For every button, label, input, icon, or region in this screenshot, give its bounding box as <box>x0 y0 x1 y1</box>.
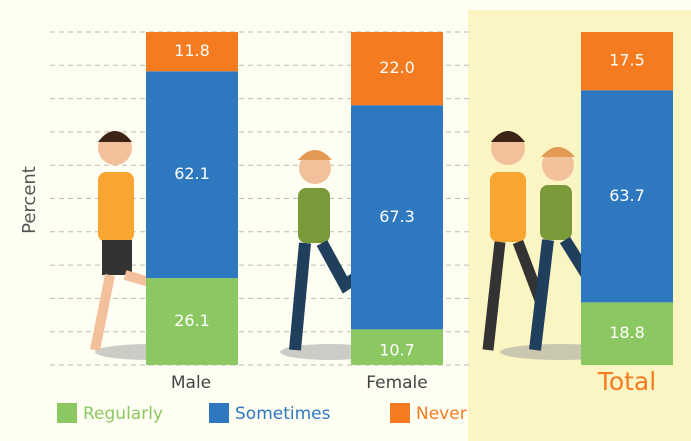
value-label: 22.0 <box>379 58 415 77</box>
runner-female <box>289 150 364 351</box>
legend-swatch <box>209 403 229 423</box>
bar-segment <box>581 302 673 365</box>
bar-segment <box>351 329 443 365</box>
value-label: 11.8 <box>174 41 210 60</box>
y-axis-label: Percent <box>19 166 40 234</box>
x-tick-label: Female <box>366 373 427 393</box>
bar-segment <box>581 90 673 303</box>
x-tick-label: Male <box>171 373 211 393</box>
value-label: 26.1 <box>174 311 210 330</box>
value-label: 17.5 <box>609 51 645 70</box>
legend-label: Never <box>416 404 467 424</box>
legend-label: Sometimes <box>235 404 331 424</box>
legend-swatch <box>57 403 77 423</box>
bar-segment <box>146 32 238 72</box>
value-label: 67.3 <box>379 207 415 226</box>
bar-segment <box>351 32 443 106</box>
bar-segment <box>146 71 238 279</box>
bar-segment <box>146 278 238 365</box>
bar-segment <box>581 32 673 91</box>
legend-swatch <box>390 403 410 423</box>
bar-segment <box>351 105 443 330</box>
value-label: 62.1 <box>174 164 210 183</box>
value-label: 10.7 <box>379 341 415 360</box>
x-tick-label: Total <box>597 367 656 396</box>
legend-label: Regularly <box>83 404 163 424</box>
value-label: 63.7 <box>609 186 645 205</box>
value-label: 18.8 <box>609 323 645 342</box>
